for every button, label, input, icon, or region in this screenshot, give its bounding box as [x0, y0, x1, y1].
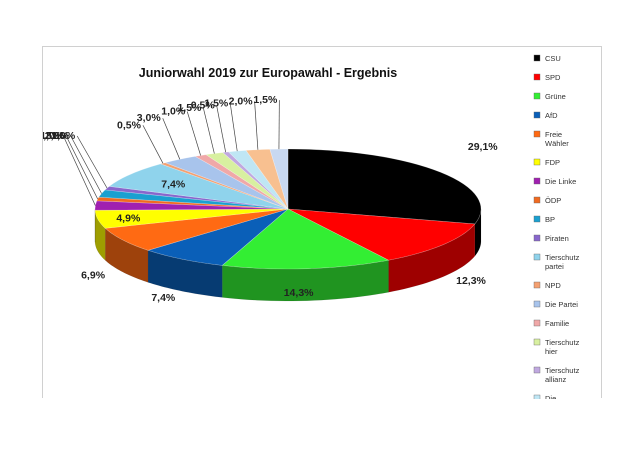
data-label-14: 1,5% [177, 102, 202, 114]
legend-swatch-5 [533, 158, 541, 166]
legend-swatch-12 [533, 300, 541, 308]
pie-slice-18 [269, 148, 289, 210]
legend-label-10: partei [545, 262, 564, 271]
data-label-18: 1,5% [253, 94, 278, 106]
legend-label-16: Die [545, 394, 556, 399]
data-label-1: 12,3% [456, 275, 486, 287]
pie-slice-8 [98, 189, 289, 210]
legend-swatch-1 [533, 73, 541, 81]
legend-label-2: Grüne [545, 92, 566, 101]
pie-slice-5 [94, 208, 289, 229]
leader-line-12 [162, 118, 181, 160]
pie-slice-1 [287, 208, 476, 261]
data-label-5: 4,9% [116, 213, 141, 225]
chart-area: Juniorwahl 2019 zur Europawahl - Ergebni… [42, 46, 602, 399]
pie-slice-9 [104, 186, 289, 210]
data-label-10: 7,4% [161, 179, 186, 191]
legend-swatch-8 [533, 215, 541, 223]
data-label-3: 7,4% [151, 292, 176, 304]
legend-label-3: AfD [545, 111, 558, 120]
legend-swatch-10 [533, 253, 541, 261]
pie-slice-2 [221, 208, 390, 270]
leader-line-8 [70, 135, 102, 194]
legend-label-13: Familie [545, 319, 569, 328]
legend-label-14: hier [545, 347, 558, 356]
legend-label-15: Tierschutz [545, 366, 580, 375]
legend-label-7: ÖDP [545, 196, 561, 205]
legend-swatch-4 [533, 130, 541, 138]
chart-title: Juniorwahl 2019 zur Europawahl - Ergebni… [139, 66, 397, 80]
pie-chart: Juniorwahl 2019 zur Europawahl - Ergebni… [43, 54, 580, 399]
leader-line-17 [254, 101, 259, 150]
leader-line-15 [216, 105, 227, 153]
data-label-15: 0,5% [191, 100, 216, 112]
legend-swatch-2 [533, 92, 541, 100]
legend-swatch-9 [533, 234, 541, 242]
data-label-0: 29,1% [468, 141, 498, 153]
leader-line-9 [76, 135, 108, 189]
leader-line-13 [186, 111, 201, 156]
legend-label-12: Die Partei [545, 300, 578, 309]
legend-swatch-0 [533, 54, 541, 62]
legend-label-9: Piraten [545, 234, 569, 243]
data-label-11: 0,5% [117, 119, 142, 131]
pie-slice-3 [147, 208, 289, 266]
legend-label-0: CSU [545, 54, 561, 63]
legend-label-6: Die Linke [545, 177, 576, 186]
legend-swatch-3 [533, 111, 541, 119]
leader-line-11 [142, 125, 164, 164]
legend-swatch-7 [533, 196, 541, 204]
data-label-9: 1,0% [51, 130, 76, 142]
data-label-8: 2,0% [45, 130, 70, 142]
legend-label-15: allianz [545, 375, 567, 384]
legend-label-11: NPD [545, 281, 561, 290]
data-label-4: 6,9% [81, 269, 106, 281]
legend-label-8: BP [545, 215, 555, 224]
leader-line-16 [229, 103, 238, 152]
leader-line-6 [63, 135, 96, 206]
legend-label-4: Wähler [545, 139, 569, 148]
leader-line-14 [203, 107, 215, 154]
pie-slice-0 [287, 148, 482, 225]
legend-swatch-11 [533, 281, 541, 289]
data-label-13: 1,0% [161, 105, 186, 117]
legend-swatch-13 [533, 319, 541, 327]
legend-label-14: Tierschutz [545, 338, 580, 347]
legend-swatch-14 [533, 338, 541, 346]
leader-line-7 [65, 135, 99, 200]
data-label-6: 2,5% [43, 130, 62, 142]
data-label-12: 3,0% [137, 112, 162, 124]
legend-label-5: FDP [545, 158, 560, 167]
legend-swatch-6 [533, 177, 541, 185]
data-label-2: 14,3% [284, 287, 314, 299]
pie-slice-11 [159, 162, 289, 210]
data-label-16: 1,5% [204, 98, 229, 110]
legend-label-4: Freie [545, 130, 562, 139]
data-label-17: 2,0% [229, 95, 254, 107]
legend-swatch-15 [533, 366, 541, 374]
legend-swatch-16 [533, 394, 541, 399]
legend-label-1: SPD [545, 73, 561, 82]
data-label-7: 1,0% [43, 130, 65, 142]
legend-label-10: Tierschutz [545, 253, 580, 262]
pie-slice-10 [108, 163, 289, 210]
pie-slice-4 [104, 208, 289, 251]
